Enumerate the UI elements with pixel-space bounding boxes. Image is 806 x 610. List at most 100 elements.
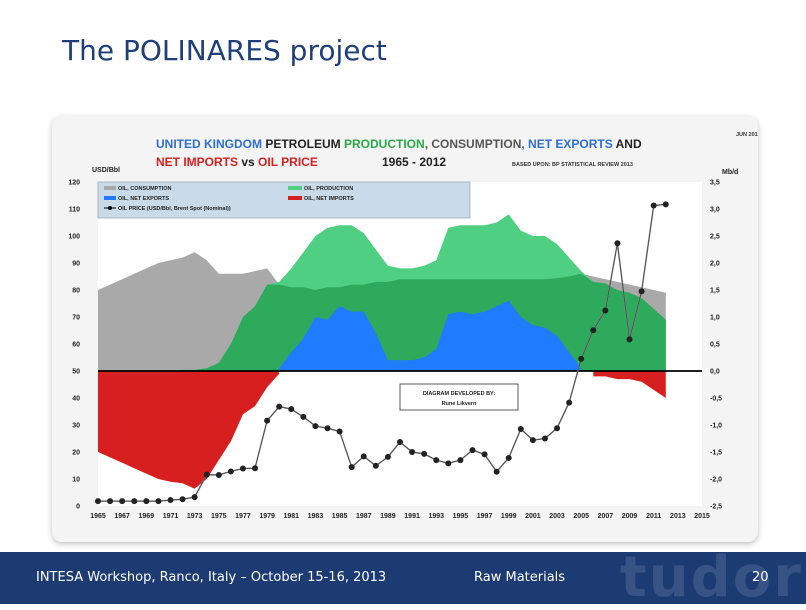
footer-event: INTESA Workshop, Ranco, Italy – October … xyxy=(36,570,387,585)
price-point xyxy=(276,403,283,410)
right-tick-label: 0,5 xyxy=(710,342,720,349)
price-point xyxy=(215,471,222,478)
x-tick-label: 1997 xyxy=(477,513,493,520)
logo: tudor xyxy=(620,545,803,610)
x-tick-label: 2005 xyxy=(573,513,589,520)
footer-bar: tudor INTESA Workshop, Ranco, Italy – Oc… xyxy=(0,545,806,610)
price-point xyxy=(662,201,669,208)
price-point xyxy=(252,465,259,472)
net-imports-area xyxy=(98,371,666,489)
chart-years-label: 1965 - 2012 xyxy=(382,155,446,169)
chart-title-line1-part: AND xyxy=(613,137,642,151)
price-point xyxy=(602,307,609,314)
x-tick-label: 1967 xyxy=(114,513,130,520)
legend-box xyxy=(97,181,471,219)
x-tick-label: 1991 xyxy=(404,513,420,520)
right-tick-label: 2,0 xyxy=(710,261,720,268)
legend-swatch-net-exports xyxy=(104,196,116,200)
price-point xyxy=(529,437,536,444)
x-tick-label: 1999 xyxy=(501,513,517,520)
net-exports-area xyxy=(279,300,582,371)
price-point xyxy=(239,465,246,472)
price-point xyxy=(457,457,464,464)
footer-section: Raw Materials xyxy=(474,570,566,585)
price-point xyxy=(300,413,307,420)
price-point xyxy=(227,468,234,475)
chart-title-line2-part: vs xyxy=(238,155,258,169)
right-tick-label: 0,0 xyxy=(710,369,720,376)
chart-title-line1: UNITED KINGDOM PETROLEUM PRODUCTION, CON… xyxy=(156,137,642,151)
right-tick-label: 3,5 xyxy=(710,180,720,187)
left-tick-label: 20 xyxy=(72,450,80,457)
left-tick-label: 40 xyxy=(72,396,80,403)
price-point xyxy=(336,428,343,435)
x-tick-label: 2011 xyxy=(646,513,661,520)
annotation-line1: DIAGRAM DEVELOPED BY: xyxy=(423,391,495,397)
price-point xyxy=(493,468,500,475)
right-tick-label: -0,5 xyxy=(710,396,722,403)
price-point xyxy=(554,425,561,432)
price-point xyxy=(481,451,488,458)
price-point xyxy=(397,439,403,446)
left-tick-label: 10 xyxy=(72,477,80,484)
price-point xyxy=(372,462,379,469)
price-point xyxy=(288,406,295,413)
price-point xyxy=(469,447,476,454)
price-point xyxy=(324,425,331,432)
right-axis-unit: Mb/d xyxy=(722,169,738,176)
left-tick-label: 70 xyxy=(72,315,80,322)
x-tick-label: 1977 xyxy=(235,513,251,520)
price-point xyxy=(179,496,186,503)
price-point xyxy=(566,399,573,406)
price-point xyxy=(505,454,512,461)
chart-title-line2-part: OIL PRICE xyxy=(258,155,318,169)
chart-title-line2: NET IMPORTS vs OIL PRICE xyxy=(156,155,318,169)
x-tick-label: 1981 xyxy=(283,513,299,520)
x-tick-label: 2003 xyxy=(549,513,565,520)
price-point xyxy=(541,435,548,442)
price-point xyxy=(409,449,416,455)
x-tick-label: 1983 xyxy=(308,513,324,520)
price-point xyxy=(614,240,621,247)
price-point xyxy=(421,450,428,457)
chart-title-line1-part: PETROLEUM xyxy=(265,137,344,151)
price-point xyxy=(360,453,367,460)
price-point xyxy=(590,327,597,334)
price-point xyxy=(445,460,452,467)
price-point xyxy=(348,464,355,471)
chart-title-line1-part: UNITED KINGDOM xyxy=(156,137,265,151)
chart-title-line1-part: , NET EXPORTS xyxy=(521,137,612,151)
price-point xyxy=(578,355,585,362)
legend-price: OIL PRICE (USD/Bbl, Brent Spot (Nominal)… xyxy=(118,206,231,212)
x-tick-label: 1973 xyxy=(187,513,203,520)
left-tick-label: 80 xyxy=(72,288,80,295)
price-point xyxy=(119,498,126,505)
legend-consumption: OIL, CONSUMPTION xyxy=(118,186,172,192)
price-point xyxy=(626,336,633,343)
chart: 0 10 20 30 40 50 60 70 80 90 100 110 120 -2,5 -2,0 -1,5… xyxy=(68,132,758,520)
price-point xyxy=(517,426,524,433)
left-axis-unit: USD/Bbl xyxy=(92,167,120,174)
slide-title: The POLINARES project xyxy=(62,34,387,67)
x-tick-label: 2007 xyxy=(598,513,614,520)
left-tick-label: 50 xyxy=(72,369,80,376)
x-tick-label: 1975 xyxy=(211,513,227,520)
legend-swatch-production xyxy=(288,186,302,190)
price-point xyxy=(650,202,657,209)
price-point xyxy=(107,498,114,505)
annotation-box xyxy=(399,383,519,411)
price-point xyxy=(433,457,440,464)
chart-title-line2-part: NET IMPORTS xyxy=(156,155,238,169)
price-point xyxy=(264,417,271,424)
annotation-line2: Rune Likvern xyxy=(442,401,477,407)
legend-production: OIL, PRODUCTION xyxy=(304,186,353,192)
price-point xyxy=(167,497,174,504)
right-tick-label: -1,5 xyxy=(710,450,722,457)
x-tick-label: 1987 xyxy=(356,513,372,520)
price-point xyxy=(95,498,101,505)
chart-source: BASED UPON: BP STATISTICAL REVIEW 2013 xyxy=(512,162,633,168)
x-tick-label: 1971 xyxy=(163,513,179,520)
right-tick-label: 3,0 xyxy=(710,207,720,214)
price-point xyxy=(131,498,138,505)
left-tick-label: 90 xyxy=(72,261,80,268)
